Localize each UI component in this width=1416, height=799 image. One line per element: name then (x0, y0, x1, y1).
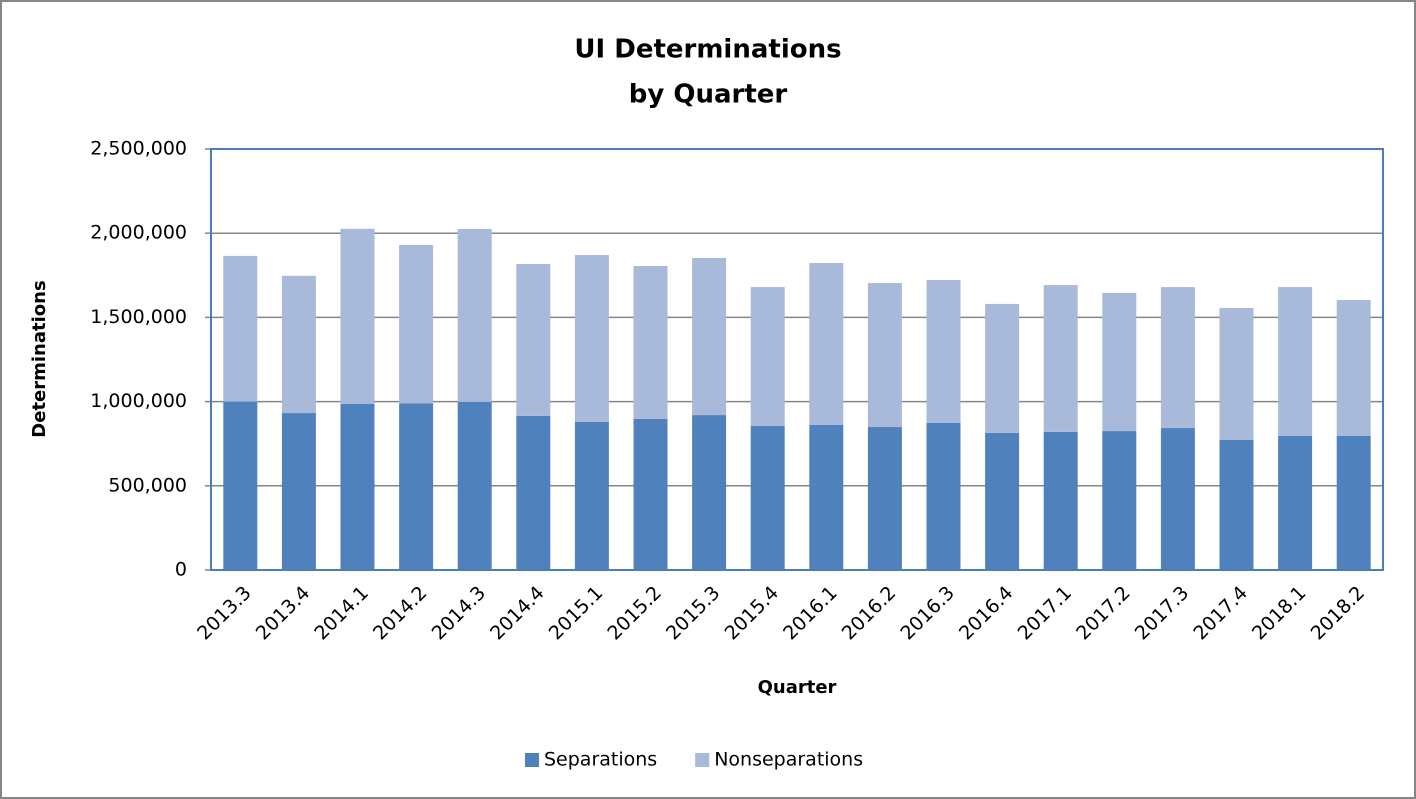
bar-segment (516, 415, 551, 570)
bar-segment (516, 264, 551, 416)
bar-segment (399, 244, 434, 404)
y-tick-label: 1,000,000 (90, 390, 187, 412)
bar-segment (1219, 439, 1254, 570)
bar-segment (223, 255, 258, 402)
bar-segment (457, 228, 492, 402)
legend-label: Separations (544, 749, 657, 771)
y-tick-label: 500,000 (108, 474, 187, 496)
bar-segment (1102, 292, 1137, 432)
bar-segment (399, 403, 434, 570)
bar-segment (281, 413, 316, 570)
bar-segment (985, 432, 1020, 570)
bar-segment (281, 275, 316, 414)
bar-segment (574, 254, 609, 422)
y-tick-label: 0 (175, 559, 187, 581)
bar-segment (457, 401, 492, 570)
bar-segment (1336, 300, 1371, 436)
legend-swatch (695, 753, 710, 767)
bar-segment (633, 418, 668, 570)
y-tick-label: 2,000,000 (90, 222, 187, 244)
bar-segment (1336, 435, 1371, 570)
bar-segment (1219, 307, 1254, 440)
chart-title: by Quarter (629, 80, 788, 110)
bar-segment (750, 287, 785, 427)
bar-segment (692, 415, 727, 570)
legend-label: Nonseparations (714, 749, 863, 771)
bar-segment (692, 257, 727, 416)
bar-segment (574, 421, 609, 570)
bar-segment (926, 280, 961, 423)
bar-segment (985, 303, 1020, 433)
bar-segment (1278, 287, 1313, 436)
bar-segment (1278, 435, 1313, 570)
bar-segment (1102, 431, 1137, 570)
bar-segment (1160, 428, 1195, 570)
bar-segment (926, 422, 961, 570)
plot-area (211, 149, 1383, 570)
bar-segment (223, 401, 258, 570)
bar-segment (1043, 431, 1078, 570)
y-axis-title: Determinations (29, 280, 50, 437)
y-tick-label: 1,500,000 (90, 306, 187, 328)
bar-segment (1043, 285, 1078, 432)
bar-segment (340, 228, 375, 404)
bar-segment (340, 403, 375, 570)
bar-segment (809, 425, 844, 570)
bar-segment (1160, 287, 1195, 429)
chart-title: UI Determinations (574, 35, 841, 65)
plot-border (210, 148, 1384, 571)
bar-segment (809, 263, 844, 426)
bar-segment (867, 427, 902, 570)
y-tick-label: 2,500,000 (90, 138, 187, 160)
x-axis-title: Quarter (758, 677, 837, 698)
legend-swatch (525, 753, 539, 767)
bar-segment (867, 283, 902, 428)
bar-segment (750, 426, 785, 570)
bar-segment (633, 266, 668, 419)
